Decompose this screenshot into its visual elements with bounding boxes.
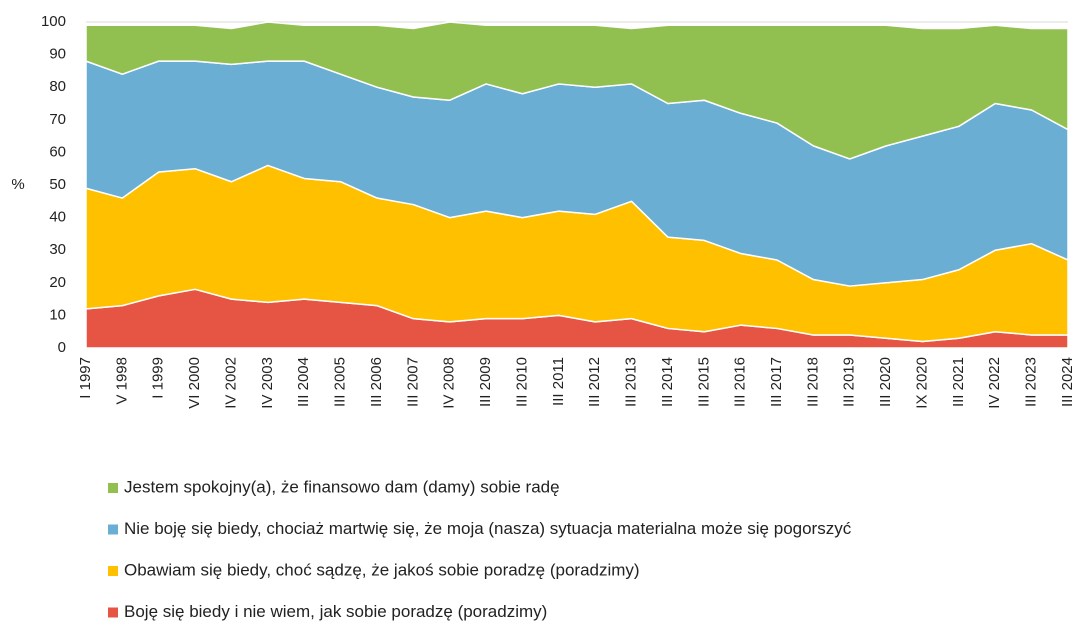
x-tick-label: IV 2002 (222, 357, 239, 409)
x-tick-label: III 2011 (550, 357, 567, 406)
x-tick-label: IX 2020 (913, 357, 930, 409)
x-tick-label: V 1998 (113, 357, 130, 405)
legend-swatch (108, 607, 118, 618)
y-axis-label: % (11, 176, 24, 193)
x-tick-label: III 2018 (804, 357, 821, 407)
x-tick-label: I 1997 (77, 357, 94, 399)
y-tick-label: 20 (49, 274, 66, 291)
legend-label: Obawiam się biedy, choć sądzę, że jakoś … (124, 560, 640, 579)
y-tick-label: 0 (58, 339, 66, 356)
y-tick-label: 100 (41, 13, 66, 30)
legend-swatch (108, 483, 118, 493)
area (85, 21, 1069, 160)
legend-swatch (108, 524, 118, 535)
x-tick-label: III 2010 (513, 357, 530, 407)
x-tick-label: III 2021 (950, 357, 967, 407)
y-tick-label: 60 (49, 143, 66, 160)
legend-label: Boję się biedy i nie wiem, jak sobie por… (124, 602, 547, 621)
x-tick-label: VI 2000 (186, 357, 203, 409)
x-tick-label: III 2023 (1023, 357, 1040, 407)
y-tick-label: 30 (49, 241, 66, 258)
y-tick-label: 80 (49, 78, 66, 95)
x-tick-label: III 2015 (695, 357, 712, 407)
x-tick-label: III 2020 (877, 357, 894, 407)
y-tick-label: 40 (49, 209, 66, 226)
x-tick-label: I 1999 (150, 357, 167, 399)
legend-label: Jestem spokojny(a), że finansowo dam (da… (124, 477, 560, 496)
legend-swatch (108, 566, 118, 576)
x-tick-label: III 2004 (295, 357, 312, 407)
legend-label: Nie boję się biedy, chociaż martwię się,… (124, 519, 852, 538)
x-tick-label: III 2005 (332, 357, 349, 407)
y-tick-label: 50 (49, 176, 66, 193)
x-tick-label: III 2006 (368, 357, 385, 407)
x-tick-label: IV 2003 (259, 357, 276, 409)
x-tick-label: IV 2022 (986, 357, 1003, 409)
y-tick-label: 90 (49, 46, 66, 63)
x-tick-label: III 2017 (768, 357, 785, 407)
x-tick-label: III 2013 (623, 357, 640, 407)
x-tick-label: III 2012 (586, 357, 603, 407)
y-tick-label: 70 (49, 111, 66, 128)
x-tick-label: III 2016 (732, 357, 749, 407)
x-tick-label: III 2014 (659, 357, 676, 407)
x-tick-label: IV 2008 (441, 357, 458, 409)
x-tick-label: III 2024 (1059, 357, 1076, 407)
y-tick-label: 10 (49, 306, 66, 323)
x-tick-label: III 2009 (477, 357, 494, 407)
x-tick-label: III 2019 (841, 357, 858, 407)
x-tick-label: III 2007 (404, 357, 421, 407)
